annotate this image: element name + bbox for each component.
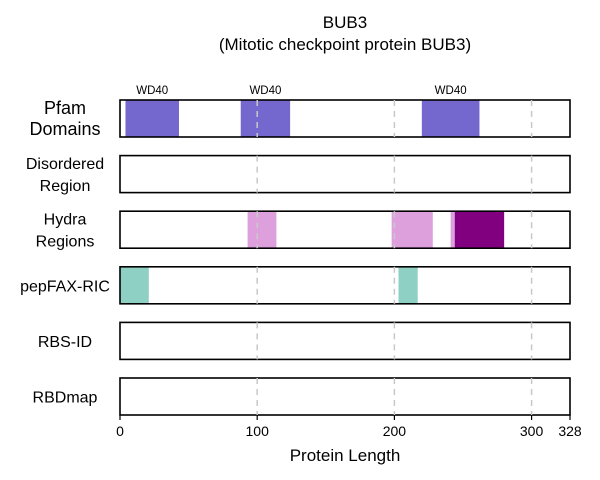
track-label-line: pepFAX-RIC <box>20 278 110 295</box>
feature-segment <box>454 211 505 249</box>
track-label-line: Domains <box>29 119 100 139</box>
track-label: Hydra Regions <box>36 212 95 251</box>
track-label: pepFAX-RIC <box>20 278 110 295</box>
track-label: Pfam Domains <box>29 98 100 139</box>
x-axis-label: Protein Length <box>290 446 401 465</box>
x-tick-label: 200 <box>383 423 407 439</box>
feature-segment <box>125 100 179 137</box>
track-label: RBS-ID <box>38 334 92 351</box>
feature-segment <box>421 100 480 137</box>
grid-lines <box>256 100 533 415</box>
domain-label: WD40 <box>249 85 281 97</box>
track-frame <box>119 377 571 416</box>
track-frame <box>119 321 571 361</box>
track-label: Disordered Region <box>26 156 104 195</box>
track-label-line: Hydra <box>44 212 87 229</box>
track-label-line: Disordered <box>26 156 104 173</box>
track-label-line: RBS-ID <box>38 334 92 351</box>
track-label-line: Region <box>40 178 91 195</box>
feature-segment <box>247 211 277 249</box>
track-label-line: Regions <box>36 234 95 251</box>
chart-subtitle: (Mitotic checkpoint protein BUB3) <box>219 35 471 54</box>
track-frame <box>119 99 571 138</box>
feature-segment <box>240 100 291 137</box>
x-tick-label: 300 <box>520 423 544 439</box>
track-label: RBDmap <box>33 390 98 407</box>
track-label-line: RBDmap <box>33 390 98 407</box>
feature-segment <box>391 211 433 249</box>
feature-segment <box>120 266 149 304</box>
domain-label: WD40 <box>435 85 467 97</box>
chart-title: BUB3 <box>323 13 367 32</box>
x-tick-label: 328 <box>558 423 582 439</box>
domain-label: WD40 <box>136 85 168 97</box>
x-tick-label: 0 <box>116 423 124 439</box>
x-axis: 0 100 200 300 328 <box>116 415 582 439</box>
track-frame <box>119 210 571 249</box>
tracks: Pfam Domains WD40 WD40 WD40 Disordered Region H… <box>20 85 571 416</box>
feature-segment <box>398 266 418 304</box>
x-tick-label: 100 <box>246 423 270 439</box>
track-frame <box>119 265 571 305</box>
track-frame <box>119 154 571 194</box>
feature-segment <box>450 211 455 249</box>
track-label-line: Pfam <box>44 98 86 118</box>
